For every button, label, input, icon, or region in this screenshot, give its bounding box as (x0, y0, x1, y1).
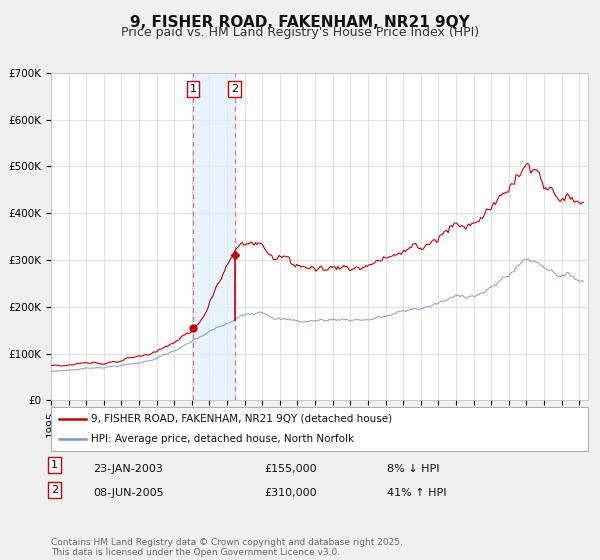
Text: Contains HM Land Registry data © Crown copyright and database right 2025.
This d: Contains HM Land Registry data © Crown c… (51, 538, 403, 557)
Text: Price paid vs. HM Land Registry's House Price Index (HPI): Price paid vs. HM Land Registry's House … (121, 26, 479, 39)
Text: HPI: Average price, detached house, North Norfolk: HPI: Average price, detached house, Nort… (91, 434, 355, 444)
Text: £310,000: £310,000 (264, 488, 317, 498)
Text: 1: 1 (190, 84, 196, 94)
Text: 2: 2 (231, 84, 238, 94)
Text: 2: 2 (51, 485, 58, 495)
Text: 23-JAN-2003: 23-JAN-2003 (93, 464, 163, 474)
Text: 1: 1 (51, 460, 58, 470)
Text: £155,000: £155,000 (264, 464, 317, 474)
Text: 9, FISHER ROAD, FAKENHAM, NR21 9QY (detached house): 9, FISHER ROAD, FAKENHAM, NR21 9QY (deta… (91, 414, 392, 424)
Text: 8% ↓ HPI: 8% ↓ HPI (387, 464, 439, 474)
Text: 08-JUN-2005: 08-JUN-2005 (93, 488, 164, 498)
Text: 41% ↑ HPI: 41% ↑ HPI (387, 488, 446, 498)
Text: 9, FISHER ROAD, FAKENHAM, NR21 9QY: 9, FISHER ROAD, FAKENHAM, NR21 9QY (130, 15, 470, 30)
Bar (193, 73, 235, 400)
